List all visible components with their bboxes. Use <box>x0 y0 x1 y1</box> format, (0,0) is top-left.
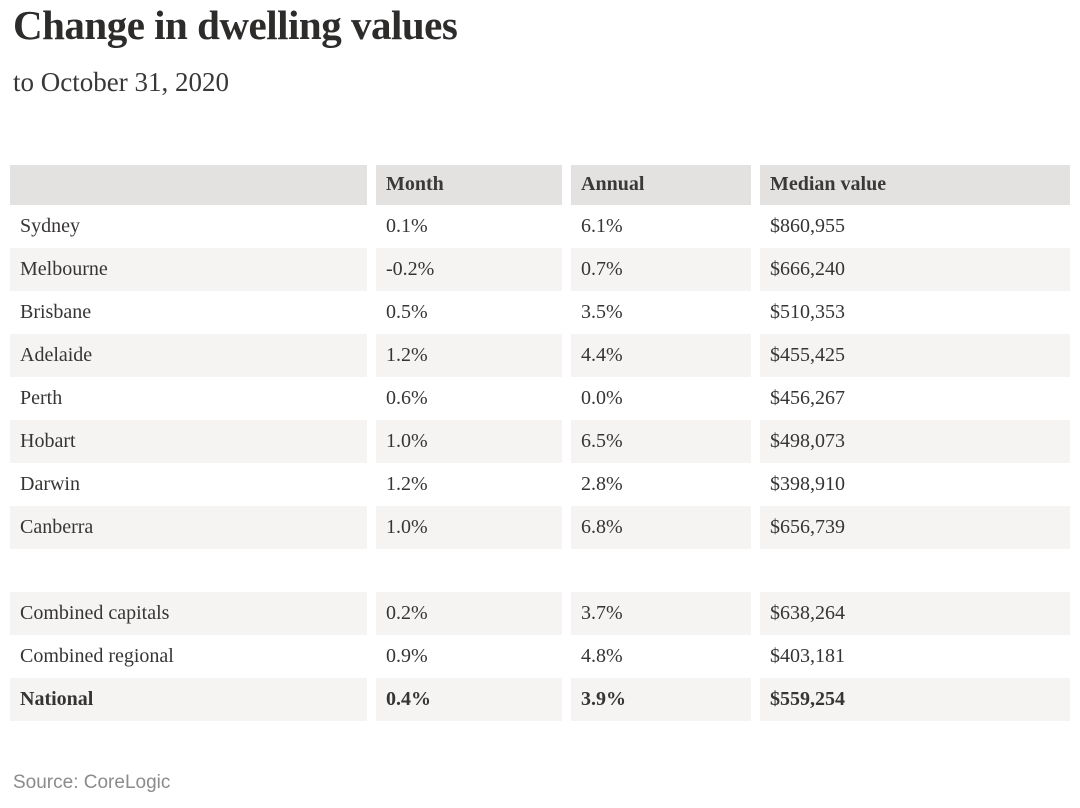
table-header-row: Month Annual Median value <box>10 164 1070 205</box>
annual-value: 4.8% <box>581 644 623 667</box>
table-row-combined-regional: Combined regional 0.9% 4.8% $403,181 <box>10 635 1070 678</box>
column-header-annual: Annual <box>571 164 751 205</box>
source-attribution: Source: CoreLogic <box>13 771 171 793</box>
row-label: Adelaide <box>10 333 367 377</box>
month-value: 0.1% <box>386 214 428 237</box>
table-row-hobart: Hobart 1.0% 6.5% $498,073 <box>10 419 1070 463</box>
annual-value: 0.7% <box>571 247 751 291</box>
month-value: 1.2% <box>376 333 562 377</box>
column-header-median-value: Median value <box>760 164 1070 205</box>
median-value: $510,353 <box>770 300 845 323</box>
month-value: 1.0% <box>376 505 562 549</box>
dwelling-values-table: Month Annual Median value Sydney 0.1% 6.… <box>10 164 1070 721</box>
annual-value: 6.1% <box>581 214 623 237</box>
chart-title: Change in dwelling values <box>13 2 458 48</box>
annual-value: 3.9% <box>571 677 751 721</box>
table-row-adelaide: Adelaide 1.2% 4.4% $455,425 <box>10 333 1070 377</box>
row-label: Darwin <box>20 472 80 495</box>
month-value: 0.9% <box>386 644 428 667</box>
annual-value: 0.0% <box>581 386 623 409</box>
annual-value: 3.5% <box>581 300 623 323</box>
table-row-darwin: Darwin 1.2% 2.8% $398,910 <box>10 463 1070 506</box>
row-label: National <box>10 677 367 721</box>
median-value: $666,240 <box>760 247 1070 291</box>
row-label: Brisbane <box>20 300 92 323</box>
row-label: Hobart <box>10 419 367 463</box>
column-header-blank <box>10 164 367 205</box>
row-label: Sydney <box>20 214 80 237</box>
row-label: Perth <box>20 386 63 409</box>
median-value: $398,910 <box>770 472 845 495</box>
row-label: Melbourne <box>10 247 367 291</box>
table-row-perth: Perth 0.6% 0.0% $456,267 <box>10 377 1070 420</box>
table-row-melbourne: Melbourne -0.2% 0.7% $666,240 <box>10 247 1070 291</box>
column-header-month: Month <box>376 164 562 205</box>
chart-subtitle: to October 31, 2020 <box>13 67 229 98</box>
month-value: 1.0% <box>376 419 562 463</box>
median-value: $559,254 <box>760 677 1070 721</box>
median-value: $656,739 <box>760 505 1070 549</box>
median-value: $498,073 <box>760 419 1070 463</box>
median-value: $456,267 <box>770 386 845 409</box>
month-value: 0.6% <box>386 386 428 409</box>
row-label: Canberra <box>10 505 367 549</box>
annual-value: 6.5% <box>571 419 751 463</box>
median-value: $638,264 <box>760 591 1070 635</box>
month-value: -0.2% <box>376 247 562 291</box>
annual-value: 2.8% <box>581 472 623 495</box>
table-row-brisbane: Brisbane 0.5% 3.5% $510,353 <box>10 291 1070 334</box>
row-label: Combined capitals <box>10 591 367 635</box>
table-row-sydney: Sydney 0.1% 6.1% $860,955 <box>10 205 1070 248</box>
annual-value: 3.7% <box>571 591 751 635</box>
median-value: $860,955 <box>770 214 845 237</box>
table-row-national: National 0.4% 3.9% $559,254 <box>10 677 1070 721</box>
month-value: 0.2% <box>376 591 562 635</box>
table-spacer-row <box>10 548 1070 592</box>
annual-value: 4.4% <box>571 333 751 377</box>
row-label: Combined regional <box>20 644 174 667</box>
median-value: $403,181 <box>770 644 845 667</box>
month-value: 1.2% <box>386 472 428 495</box>
month-value: 0.5% <box>386 300 428 323</box>
table-row-combined-capitals: Combined capitals 0.2% 3.7% $638,264 <box>10 591 1070 635</box>
median-value: $455,425 <box>760 333 1070 377</box>
annual-value: 6.8% <box>571 505 751 549</box>
month-value: 0.4% <box>376 677 562 721</box>
table-row-canberra: Canberra 1.0% 6.8% $656,739 <box>10 505 1070 549</box>
